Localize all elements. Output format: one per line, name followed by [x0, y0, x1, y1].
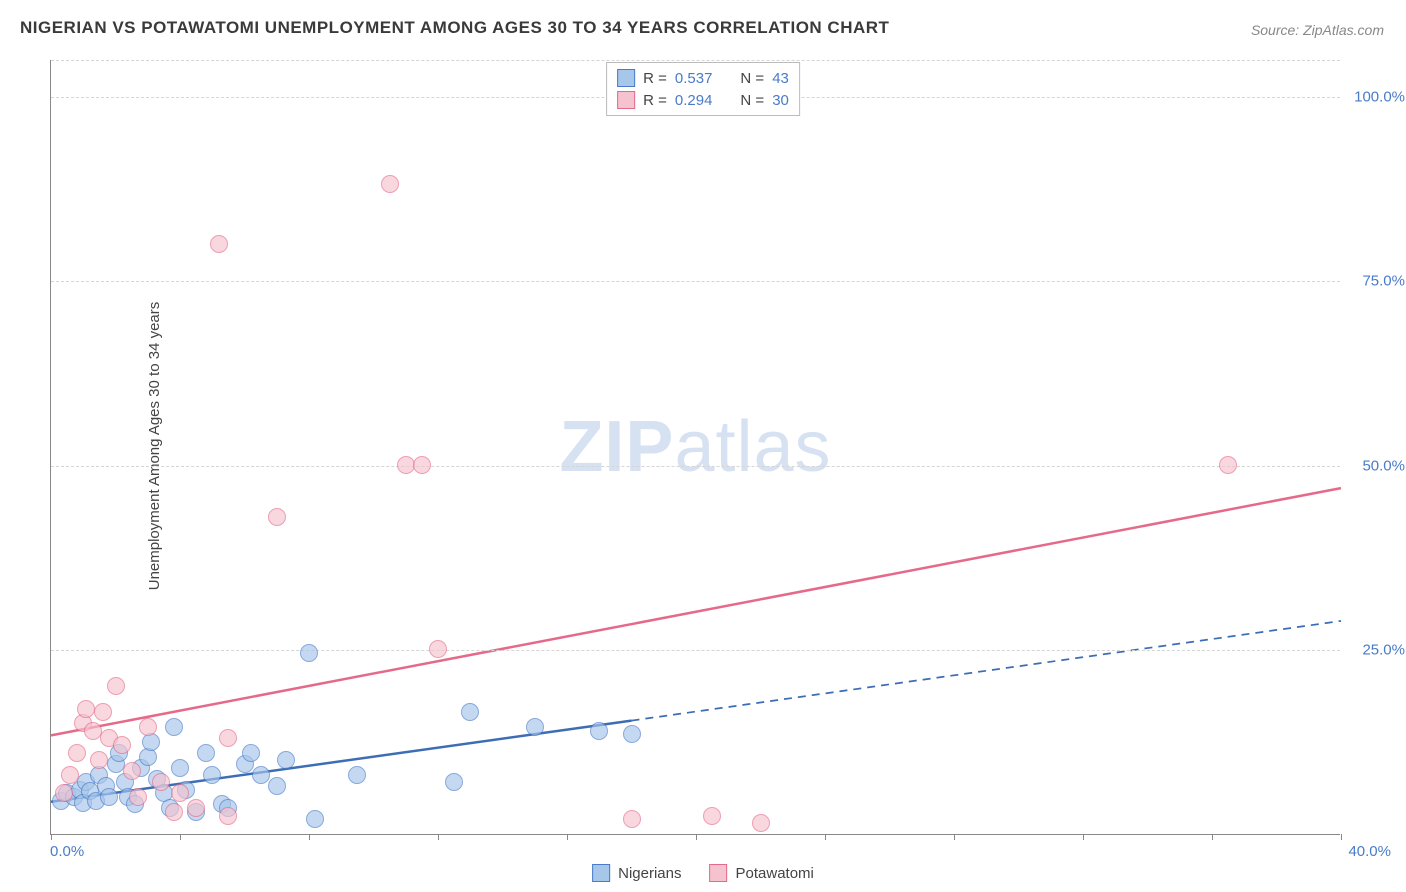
scatter-point-blue	[277, 751, 295, 769]
scatter-point-blue	[252, 766, 270, 784]
scatter-point-pink	[219, 807, 237, 825]
scatter-point-pink	[94, 703, 112, 721]
legend-correlation-row: R = 0.294 N = 30	[617, 89, 789, 111]
scatter-point-pink	[187, 799, 205, 817]
legend-n-value: 43	[772, 70, 789, 87]
scatter-point-pink	[139, 718, 157, 736]
scatter-point-pink	[219, 729, 237, 747]
x-tick	[825, 834, 826, 840]
legend-correlation: R = 0.537 N = 43 R = 0.294 N = 30	[606, 62, 800, 116]
x-tick	[954, 834, 955, 840]
scatter-point-pink	[1219, 456, 1237, 474]
legend-series-label: Potawatomi	[736, 865, 814, 882]
scatter-point-pink	[165, 803, 183, 821]
x-tick	[1083, 834, 1084, 840]
scatter-point-pink	[429, 640, 447, 658]
scatter-point-blue	[348, 766, 366, 784]
chart-title: NIGERIAN VS POTAWATOMI UNEMPLOYMENT AMON…	[20, 18, 889, 38]
scatter-point-blue	[165, 718, 183, 736]
chart-container: NIGERIAN VS POTAWATOMI UNEMPLOYMENT AMON…	[0, 0, 1406, 892]
gridline-h	[51, 650, 1340, 651]
x-tick-label-min: 0.0%	[50, 843, 84, 860]
y-tick-label: 25.0%	[1345, 642, 1405, 659]
plot-area: ZIPatlas 25.0%50.0%75.0%100.0%	[50, 60, 1340, 835]
legend-r-label: R =	[643, 70, 667, 87]
x-tick-label-max: 40.0%	[1348, 843, 1391, 860]
scatter-point-blue	[461, 703, 479, 721]
scatter-point-blue	[100, 788, 118, 806]
legend-n-label: N =	[740, 70, 764, 87]
scatter-point-pink	[623, 810, 641, 828]
scatter-point-blue	[300, 644, 318, 662]
x-tick	[567, 834, 568, 840]
legend-series-item: Potawatomi	[710, 864, 814, 882]
legend-r-label: R =	[643, 92, 667, 109]
scatter-point-blue	[445, 773, 463, 791]
scatter-point-blue	[197, 744, 215, 762]
legend-swatch-pink	[617, 91, 635, 109]
scatter-point-pink	[90, 751, 108, 769]
trend-lines-svg	[51, 60, 1341, 835]
scatter-point-pink	[129, 788, 147, 806]
scatter-point-blue	[623, 725, 641, 743]
scatter-point-pink	[61, 766, 79, 784]
legend-correlation-row: R = 0.537 N = 43	[617, 67, 789, 89]
x-tick	[1341, 834, 1342, 840]
trendline-pink	[51, 488, 1341, 735]
scatter-point-blue	[203, 766, 221, 784]
scatter-point-pink	[703, 807, 721, 825]
legend-swatch-blue	[592, 864, 610, 882]
legend-r-value: 0.294	[675, 92, 713, 109]
x-tick	[1212, 834, 1213, 840]
scatter-point-pink	[752, 814, 770, 832]
y-tick-label: 75.0%	[1345, 273, 1405, 290]
scatter-point-pink	[381, 175, 399, 193]
x-tick	[51, 834, 52, 840]
scatter-point-blue	[590, 722, 608, 740]
scatter-point-blue	[306, 810, 324, 828]
trendline-blue-dashed	[632, 621, 1342, 721]
scatter-point-blue	[242, 744, 260, 762]
scatter-point-pink	[107, 677, 125, 695]
gridline-h	[51, 281, 1340, 282]
scatter-point-pink	[210, 235, 228, 253]
legend-swatch-pink	[710, 864, 728, 882]
x-tick	[180, 834, 181, 840]
legend-n-value: 30	[772, 92, 789, 109]
x-tick	[438, 834, 439, 840]
legend-series: Nigerians Potawatomi	[592, 864, 814, 882]
scatter-point-blue	[171, 759, 189, 777]
gridline-top	[51, 60, 1340, 61]
legend-n-label: N =	[740, 92, 764, 109]
scatter-point-pink	[123, 762, 141, 780]
scatter-point-pink	[55, 784, 73, 802]
scatter-point-pink	[171, 784, 189, 802]
scatter-point-pink	[268, 508, 286, 526]
legend-series-item: Nigerians	[592, 864, 681, 882]
scatter-point-pink	[68, 744, 86, 762]
scatter-point-pink	[77, 700, 95, 718]
source-attribution: Source: ZipAtlas.com	[1251, 22, 1384, 38]
y-tick-label: 50.0%	[1345, 457, 1405, 474]
legend-swatch-blue	[617, 69, 635, 87]
x-tick	[309, 834, 310, 840]
legend-series-label: Nigerians	[618, 865, 681, 882]
gridline-h	[51, 466, 1340, 467]
legend-r-value: 0.537	[675, 70, 713, 87]
scatter-point-pink	[152, 773, 170, 791]
scatter-point-pink	[113, 736, 131, 754]
scatter-point-pink	[413, 456, 431, 474]
x-tick	[696, 834, 697, 840]
scatter-point-blue	[526, 718, 544, 736]
y-tick-label: 100.0%	[1345, 88, 1405, 105]
scatter-point-blue	[268, 777, 286, 795]
